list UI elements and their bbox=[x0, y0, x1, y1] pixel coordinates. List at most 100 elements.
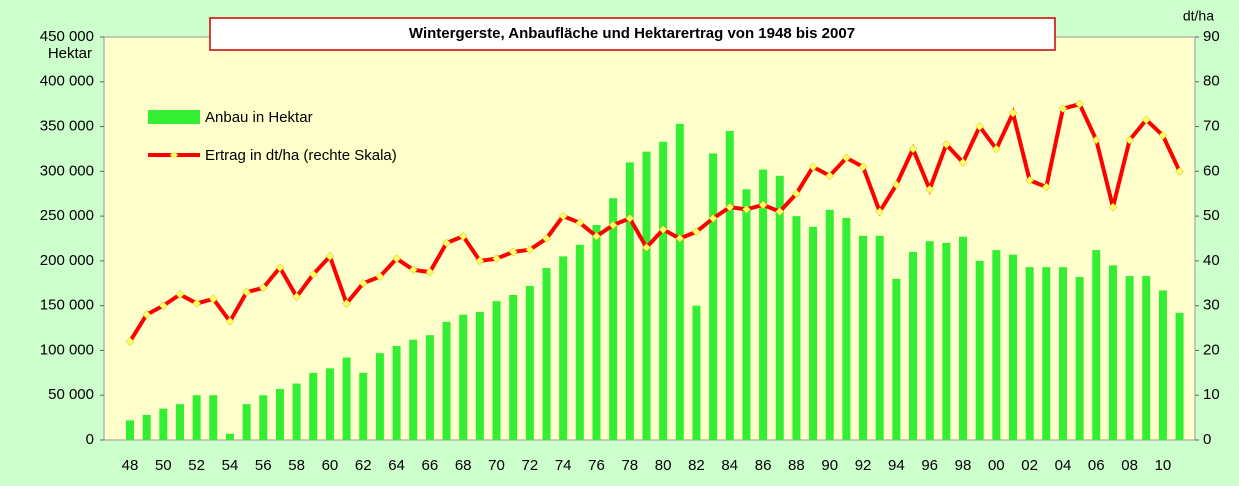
marker bbox=[825, 171, 835, 181]
y2-tick-label: 30 bbox=[1203, 297, 1220, 314]
x-tick-label: 76 bbox=[588, 457, 605, 474]
marker bbox=[258, 283, 268, 293]
marker bbox=[675, 234, 685, 243]
x-tick-label: 06 bbox=[1088, 457, 1105, 474]
marker bbox=[158, 301, 168, 311]
marker bbox=[392, 254, 401, 264]
y-tick-label: 50 000 bbox=[48, 386, 94, 403]
marker bbox=[1108, 202, 1118, 212]
x-tick-label: 08 bbox=[1121, 457, 1138, 474]
bar bbox=[909, 251, 918, 440]
marker bbox=[358, 278, 368, 288]
marker bbox=[492, 254, 501, 264]
bar bbox=[375, 353, 384, 440]
x-tick-label: 98 bbox=[955, 457, 972, 474]
bar bbox=[1092, 250, 1101, 440]
bar bbox=[742, 189, 751, 440]
bar bbox=[192, 395, 201, 440]
marker bbox=[775, 207, 785, 216]
x-tick-label: 70 bbox=[488, 457, 505, 474]
bar bbox=[275, 388, 284, 440]
bar bbox=[126, 420, 134, 440]
marker bbox=[1141, 115, 1151, 125]
x-tick-label: 92 bbox=[855, 457, 872, 474]
x-tick-label: 00 bbox=[988, 457, 1005, 474]
bar bbox=[342, 357, 351, 440]
bar bbox=[175, 404, 184, 440]
bar bbox=[242, 404, 251, 440]
bar bbox=[859, 235, 868, 440]
marker bbox=[908, 144, 918, 154]
x-tick-label: 78 bbox=[621, 457, 638, 474]
line bbox=[128, 101, 1182, 343]
marker bbox=[1075, 99, 1084, 109]
legend-swatch bbox=[148, 110, 200, 124]
marker bbox=[275, 263, 285, 272]
y-tick-label: 100 000 bbox=[40, 341, 94, 358]
x-tick-label: 90 bbox=[821, 457, 838, 474]
marker bbox=[608, 220, 618, 230]
marker bbox=[508, 247, 518, 257]
marker bbox=[1091, 135, 1101, 145]
marker bbox=[1058, 104, 1068, 113]
bar bbox=[792, 216, 801, 440]
marker bbox=[708, 213, 718, 223]
bar bbox=[409, 339, 418, 440]
x-tick-label: 86 bbox=[755, 457, 772, 474]
bar bbox=[675, 123, 684, 440]
bar bbox=[1042, 267, 1051, 440]
legend-label: Anbau in Hektar bbox=[205, 109, 313, 126]
chart-title: Wintergerste, Anbaufläche und Hektarertr… bbox=[409, 25, 855, 42]
bar bbox=[975, 260, 984, 440]
x-tick-label: 04 bbox=[1055, 457, 1072, 474]
marker bbox=[1158, 131, 1168, 140]
bar bbox=[992, 250, 1001, 440]
y2-tick-label: 50 bbox=[1203, 207, 1220, 224]
y2-tick-label: 80 bbox=[1203, 73, 1220, 90]
marker bbox=[725, 202, 735, 212]
y-tick-label: 0 bbox=[86, 431, 94, 448]
x-tick-label: 68 bbox=[455, 457, 472, 474]
bar bbox=[209, 395, 218, 440]
x-tick-label: 74 bbox=[555, 457, 572, 474]
x-tick-label: 96 bbox=[921, 457, 938, 474]
x-tick-label: 66 bbox=[422, 457, 439, 474]
y-tick-label: 300 000 bbox=[40, 162, 94, 179]
y2-axis-label: dt/ha bbox=[1183, 8, 1214, 24]
bar bbox=[942, 242, 951, 440]
bar bbox=[1008, 254, 1017, 440]
marker bbox=[125, 337, 135, 346]
bar bbox=[1175, 312, 1184, 440]
marker bbox=[242, 287, 251, 297]
marker bbox=[408, 265, 418, 275]
x-tick-label: 10 bbox=[1155, 457, 1172, 474]
bar bbox=[642, 151, 651, 440]
marker bbox=[558, 211, 568, 221]
bar bbox=[759, 169, 768, 440]
marker bbox=[625, 213, 635, 223]
x-tick-label: 64 bbox=[388, 457, 405, 474]
bar bbox=[1158, 290, 1167, 440]
bar bbox=[725, 131, 734, 441]
x-tick-label: 52 bbox=[188, 457, 205, 474]
marker bbox=[142, 310, 152, 319]
y-tick-label: 150 000 bbox=[40, 297, 94, 314]
bar bbox=[575, 244, 584, 440]
bar bbox=[142, 414, 151, 440]
y-tick-label: 200 000 bbox=[40, 252, 94, 269]
marker bbox=[892, 180, 901, 190]
bar bbox=[692, 305, 701, 440]
y2-tick-label: 60 bbox=[1203, 162, 1220, 179]
bar bbox=[892, 278, 901, 440]
marker bbox=[642, 243, 651, 252]
y2-tick-label: 70 bbox=[1203, 118, 1220, 135]
marker bbox=[425, 267, 435, 277]
marker bbox=[1125, 135, 1134, 145]
x-tick-label: 82 bbox=[688, 457, 705, 474]
marker bbox=[975, 122, 985, 131]
x-tick-label: 56 bbox=[255, 457, 272, 474]
bar bbox=[1142, 276, 1151, 440]
marker bbox=[342, 299, 351, 308]
bar bbox=[959, 236, 967, 440]
